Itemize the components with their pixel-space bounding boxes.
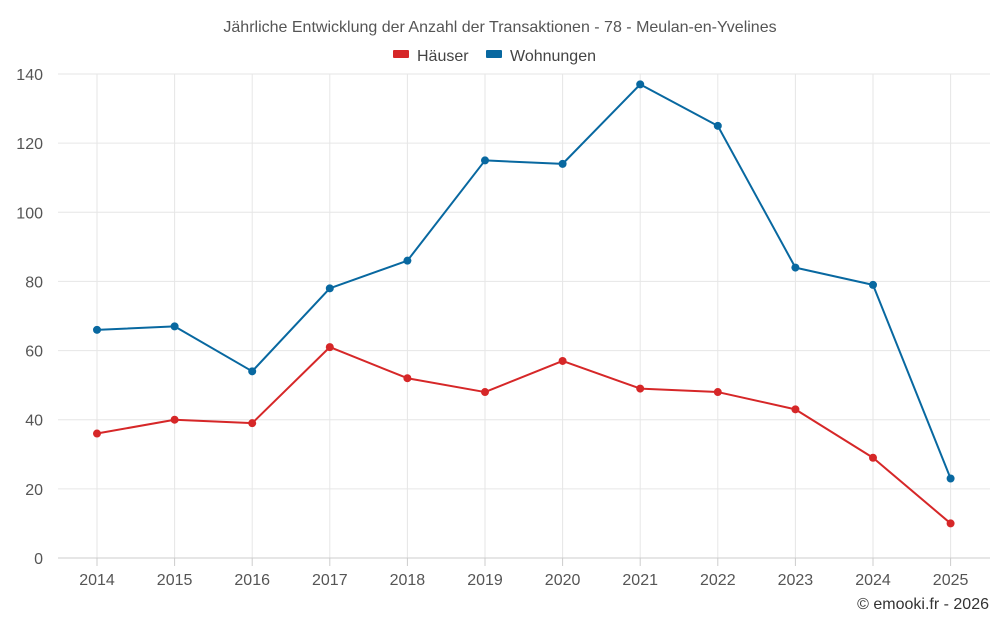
y-tick-label: 60 bbox=[25, 344, 43, 361]
data-point-haeuser[interactable] bbox=[93, 429, 101, 438]
data-point-wohnungen[interactable] bbox=[791, 263, 800, 272]
legend-swatch-wohnungen bbox=[486, 50, 502, 58]
x-tick-label: 2022 bbox=[700, 572, 736, 589]
y-tick-label: 40 bbox=[25, 413, 43, 430]
x-tick-label: 2018 bbox=[390, 572, 426, 589]
data-point-wohnungen[interactable] bbox=[325, 284, 334, 293]
data-point-wohnungen[interactable] bbox=[869, 280, 877, 289]
x-gridlines bbox=[96, 74, 952, 566]
data-point-haeuser[interactable] bbox=[713, 388, 722, 397]
series-group bbox=[93, 80, 955, 528]
data-point-wohnungen[interactable] bbox=[713, 121, 722, 130]
x-tick-label: 2020 bbox=[545, 572, 581, 589]
data-point-haeuser[interactable] bbox=[946, 519, 955, 528]
x-tick-label: 2019 bbox=[467, 572, 503, 589]
x-tick-label: 2023 bbox=[778, 572, 814, 589]
data-point-haeuser[interactable] bbox=[869, 453, 877, 462]
x-tick-label: 2025 bbox=[933, 572, 969, 589]
chart-title: Jährliche Entwicklung der Anzahl der Tra… bbox=[223, 19, 776, 36]
data-point-haeuser[interactable] bbox=[481, 388, 489, 397]
x-tick-label: 2021 bbox=[622, 572, 658, 589]
y-tick-label: 100 bbox=[16, 205, 43, 222]
x-tick-label: 2024 bbox=[855, 572, 891, 589]
x-axis-ticks: 2014 2015 2016 2017 2018 2019 2020 2021 2022 2023… bbox=[79, 572, 968, 589]
y-axis-ticks: 0 20 40 60 80 100 120 140 bbox=[16, 67, 43, 568]
legend-label-haeuser: Häuser bbox=[417, 48, 469, 65]
data-point-wohnungen[interactable] bbox=[93, 325, 101, 334]
data-point-wohnungen[interactable] bbox=[248, 367, 257, 376]
series-line-haeuser bbox=[96, 346, 952, 525]
y-tick-label: 20 bbox=[25, 482, 43, 499]
legend-label-wohnungen: Wohnungen bbox=[510, 48, 596, 65]
series-line-wohnungen bbox=[96, 83, 952, 479]
data-point-haeuser[interactable] bbox=[325, 343, 334, 352]
data-point-wohnungen[interactable] bbox=[946, 474, 955, 483]
data-point-haeuser[interactable] bbox=[248, 419, 257, 428]
data-point-wohnungen[interactable] bbox=[558, 159, 567, 168]
legend-swatch-haeuser bbox=[393, 50, 409, 58]
x-tick-label: 2015 bbox=[157, 572, 193, 589]
y-tick-label: 140 bbox=[16, 67, 43, 84]
data-point-haeuser[interactable] bbox=[403, 374, 412, 383]
data-point-haeuser[interactable] bbox=[636, 384, 645, 393]
credit-text: © emooki.fr - 2026 bbox=[857, 596, 989, 613]
x-tick-label: 2016 bbox=[234, 572, 270, 589]
data-point-wohnungen[interactable] bbox=[170, 322, 179, 331]
y-tick-label: 0 bbox=[34, 551, 43, 568]
data-point-wohnungen[interactable] bbox=[636, 80, 645, 89]
data-point-wohnungen[interactable] bbox=[403, 256, 412, 265]
legend-item-haeuser[interactable]: Häuser bbox=[393, 48, 469, 65]
data-point-haeuser[interactable] bbox=[170, 415, 179, 424]
data-point-haeuser[interactable] bbox=[791, 405, 800, 414]
x-tick-label: 2014 bbox=[79, 572, 115, 589]
data-point-wohnungen[interactable] bbox=[481, 156, 489, 165]
legend: Häuser Wohnungen bbox=[393, 48, 596, 65]
y-tick-label: 120 bbox=[16, 136, 43, 153]
y-tick-label: 80 bbox=[25, 274, 43, 291]
y-gridlines bbox=[58, 73, 990, 490]
legend-item-wohnungen[interactable]: Wohnungen bbox=[486, 48, 596, 65]
x-tick-label: 2017 bbox=[312, 572, 348, 589]
data-point-haeuser[interactable] bbox=[558, 356, 567, 365]
